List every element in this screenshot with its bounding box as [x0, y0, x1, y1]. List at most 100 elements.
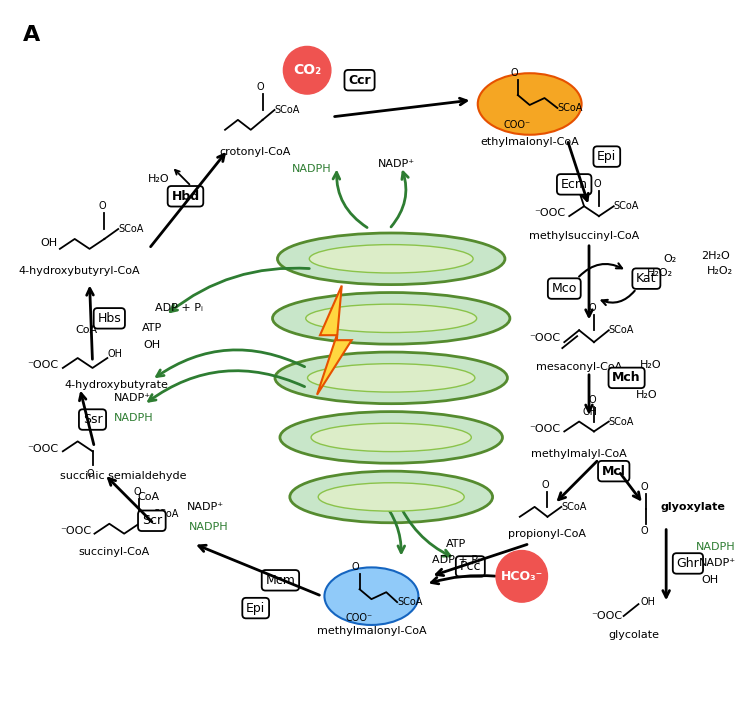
Text: OH: OH: [701, 576, 719, 586]
Text: O: O: [593, 179, 601, 189]
Text: ADP + Pᵢ: ADP + Pᵢ: [155, 304, 203, 313]
Text: SCoA: SCoA: [608, 325, 634, 335]
Text: NADP⁺: NADP⁺: [114, 393, 151, 403]
Text: NADPH: NADPH: [115, 413, 154, 422]
Text: Hbs: Hbs: [97, 312, 121, 325]
Circle shape: [284, 46, 331, 94]
Text: OH: OH: [582, 406, 597, 416]
Text: Hbd: Hbd: [171, 189, 200, 202]
Text: A: A: [23, 25, 41, 45]
Text: H₂O: H₂O: [148, 174, 170, 184]
Text: succinyl-CoA: succinyl-CoA: [78, 547, 150, 557]
Text: methylmalonyl-CoA: methylmalonyl-CoA: [317, 626, 426, 636]
Text: ⁻OOC: ⁻OOC: [27, 445, 58, 454]
Text: SCoA: SCoA: [614, 201, 639, 211]
Text: Pcc: Pcc: [460, 560, 481, 573]
Text: methylmalyl-CoA: methylmalyl-CoA: [532, 449, 627, 459]
Ellipse shape: [280, 411, 502, 463]
Text: OH: OH: [640, 597, 655, 607]
Text: COO⁻: COO⁻: [503, 120, 530, 130]
Text: ⁻OOC: ⁻OOC: [27, 360, 58, 370]
Text: SCoA: SCoA: [154, 509, 179, 519]
Text: O: O: [641, 526, 648, 536]
Text: Epi: Epi: [597, 150, 617, 163]
Text: SCoA: SCoA: [118, 224, 143, 234]
Text: COO⁻: COO⁻: [346, 613, 373, 623]
Text: O: O: [588, 395, 596, 405]
Ellipse shape: [272, 293, 510, 344]
Text: Mcm: Mcm: [265, 574, 296, 587]
Text: H₂O₂: H₂O₂: [647, 268, 673, 278]
Text: O: O: [588, 304, 596, 313]
Text: glycolate: glycolate: [608, 630, 659, 640]
Text: ⁻OOC: ⁻OOC: [535, 208, 566, 218]
Text: O: O: [99, 201, 106, 211]
Text: Ccr: Ccr: [348, 74, 371, 87]
Text: Scr: Scr: [142, 514, 162, 527]
Text: O: O: [541, 480, 550, 490]
Text: Kat: Kat: [636, 272, 657, 285]
Text: O: O: [510, 68, 518, 78]
Text: succinic semialdehyde: succinic semialdehyde: [60, 471, 186, 481]
Text: O: O: [257, 82, 265, 92]
Text: Ssr: Ssr: [83, 413, 103, 426]
Ellipse shape: [290, 471, 492, 523]
Circle shape: [496, 550, 547, 602]
Text: 4-hydroxybutyrate: 4-hydroxybutyrate: [65, 380, 169, 390]
Text: SCoA: SCoA: [608, 416, 634, 427]
Text: 2H₂O: 2H₂O: [701, 251, 730, 261]
Polygon shape: [317, 286, 351, 395]
Text: NADP⁺: NADP⁺: [187, 502, 224, 512]
Text: NADP⁺: NADP⁺: [378, 158, 415, 168]
Text: SCoA: SCoA: [561, 502, 587, 512]
Text: Mcl: Mcl: [602, 465, 626, 478]
Text: NADPH: NADPH: [696, 542, 735, 552]
Text: ⁻OOC: ⁻OOC: [60, 526, 91, 536]
Text: ethylmalonyl-CoA: ethylmalonyl-CoA: [480, 137, 579, 147]
Ellipse shape: [277, 233, 505, 285]
Text: CO₂: CO₂: [293, 63, 321, 77]
Text: O: O: [352, 562, 360, 573]
Text: methylsuccinyl-CoA: methylsuccinyl-CoA: [529, 231, 639, 241]
Text: ATP: ATP: [142, 323, 162, 333]
Text: SCoA: SCoA: [397, 597, 422, 607]
Text: O: O: [641, 482, 648, 492]
Text: OH: OH: [107, 349, 122, 359]
Text: ⁻OOC: ⁻OOC: [529, 424, 561, 435]
Text: O: O: [87, 469, 94, 479]
Text: Ghr: Ghr: [676, 557, 699, 570]
Text: ⁻OOC: ⁻OOC: [529, 333, 561, 343]
Text: 4-hydroxybutyryl-CoA: 4-hydroxybutyryl-CoA: [19, 266, 140, 275]
Text: SCoA: SCoA: [274, 105, 300, 115]
Text: OH: OH: [143, 340, 161, 350]
Text: CoA: CoA: [138, 492, 160, 502]
Text: SCoA: SCoA: [557, 103, 583, 113]
Ellipse shape: [478, 73, 581, 134]
Text: Ecm: Ecm: [561, 178, 587, 191]
Text: NADP⁺: NADP⁺: [699, 558, 736, 568]
Text: glyoxylate: glyoxylate: [661, 502, 725, 512]
Text: crotonyl-CoA: crotonyl-CoA: [219, 147, 290, 157]
Text: ADP + Pᵢ: ADP + Pᵢ: [433, 555, 480, 565]
Text: H₂O₂: H₂O₂: [706, 266, 733, 275]
Text: mesaconyl-CoA: mesaconyl-CoA: [536, 362, 622, 372]
Ellipse shape: [308, 364, 475, 392]
Text: OH: OH: [40, 238, 57, 248]
Text: H₂O: H₂O: [639, 360, 661, 370]
Text: O₂: O₂: [664, 254, 677, 264]
Ellipse shape: [311, 423, 471, 452]
Text: NADPH: NADPH: [188, 522, 228, 531]
Ellipse shape: [318, 483, 464, 511]
Text: Mco: Mco: [552, 282, 577, 295]
Text: ⁻OOC: ⁻OOC: [591, 611, 622, 621]
Ellipse shape: [305, 304, 477, 333]
Ellipse shape: [309, 244, 473, 273]
Text: O: O: [133, 487, 141, 497]
Text: CoA: CoA: [75, 325, 97, 335]
Text: NADPH: NADPH: [293, 165, 332, 174]
Ellipse shape: [324, 568, 418, 625]
Text: propionyl-CoA: propionyl-CoA: [508, 529, 587, 539]
Ellipse shape: [275, 352, 507, 403]
Text: ATP: ATP: [446, 539, 467, 549]
Text: Mch: Mch: [612, 372, 641, 385]
